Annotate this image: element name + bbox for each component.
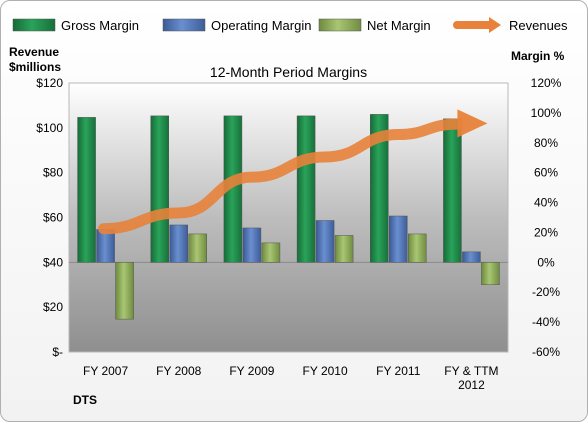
right-tick-label: 80% [534, 136, 558, 150]
x-tick-label: FY 2010 [303, 364, 348, 378]
revenue-line [98, 109, 488, 235]
bar-net-margin-fy-2011 [408, 233, 427, 263]
left-tick-label: $120 [36, 76, 63, 90]
bar-gross-margin-fy-ttm-2012 [443, 118, 462, 263]
left-tick-label: $80 [43, 166, 63, 180]
x-tick-label: FY 2011 [376, 364, 421, 378]
bar-operating-margin-fy-2010 [315, 220, 335, 263]
right-tick-label: 120% [531, 76, 562, 90]
bar-net-margin-fy-2008 [188, 233, 207, 263]
revenue-line-path [98, 118, 463, 235]
revenue-arrow-head [457, 109, 488, 138]
right-tick-label: 60% [534, 166, 558, 180]
right-tick-label: 40% [534, 196, 558, 210]
left-tick-label: $40 [43, 255, 63, 269]
left-axis-ticks: $- $20 $40 $60 $80 $100 $120 [36, 76, 63, 359]
x-axis-ticks: FY 2007 FY 2008 FY 2009 FY 2010 FY 2011 FY & … [83, 364, 499, 392]
legend-label-gross-margin: Gross Margin [61, 18, 139, 33]
right-tick-label: 100% [531, 106, 562, 120]
x-tick-label: FY 2007 [83, 364, 128, 378]
bar-marks [77, 114, 500, 320]
right-axis-ticks: -60% -40% -20% 0% 20% 40% 60% 80% 100% 120% [531, 76, 562, 359]
bar-net-margin-fy-2010 [334, 235, 354, 263]
bar-net-margin-fy-2007 [115, 262, 134, 320]
bar-net-margin-fy-ttm-2012 [481, 262, 500, 286]
left-tick-label: $60 [43, 211, 63, 225]
right-tick-label: 0% [537, 255, 555, 269]
x-tick-label: FY & TTM [444, 364, 498, 378]
bar-operating-margin-fy-2011 [389, 215, 408, 263]
legend-arrow-revenues [489, 17, 501, 33]
bar-gross-margin-fy-2010 [296, 115, 316, 263]
bar-gross-margin-fy-2008 [150, 115, 169, 263]
bar-gross-margin-fy-2011 [370, 114, 389, 263]
chart-title: 12-Month Period Margins [210, 64, 367, 80]
x-tick-label: 2012 [458, 378, 485, 392]
x-tick-label: FY 2008 [156, 364, 201, 378]
bar-operating-margin-fy-ttm-2012 [462, 251, 481, 263]
bar-operating-margin-fy-2009 [242, 227, 262, 263]
source-label: DTS [73, 393, 97, 407]
right-tick-label: -40% [532, 315, 560, 329]
legend-label-net-margin: Net Margin [367, 18, 431, 33]
right-axis-title: Margin % [511, 49, 565, 63]
legend-swatch-gross-margin [12, 18, 56, 32]
axis-titles: Revenue$millions Margin % [9, 45, 565, 74]
left-tick-label: $20 [43, 300, 63, 314]
legend-label-operating-margin: Operating Margin [211, 18, 311, 33]
right-tick-label: 20% [534, 225, 558, 239]
x-tick-label: FY 2009 [229, 364, 274, 378]
legend-swatch-operating-margin [162, 18, 206, 32]
legend-label-revenues: Revenues [509, 18, 568, 33]
right-tick-label: -60% [532, 345, 560, 359]
left-tick-label: $- [52, 345, 63, 359]
bar-operating-margin-fy-2007 [96, 229, 115, 263]
right-tick-label: -20% [532, 285, 560, 299]
legend: Gross Margin Operating Margin Net Margin Re… [12, 17, 568, 33]
bar-operating-margin-fy-2008 [169, 224, 188, 263]
bar-net-margin-fy-2009 [261, 242, 281, 263]
left-tick-label: $100 [36, 121, 63, 135]
legend-swatch-net-margin [318, 18, 362, 32]
bar-gross-margin-fy-2007 [77, 117, 96, 263]
left-axis-title: $millions [9, 60, 61, 74]
left-axis-title: Revenue [9, 45, 59, 59]
